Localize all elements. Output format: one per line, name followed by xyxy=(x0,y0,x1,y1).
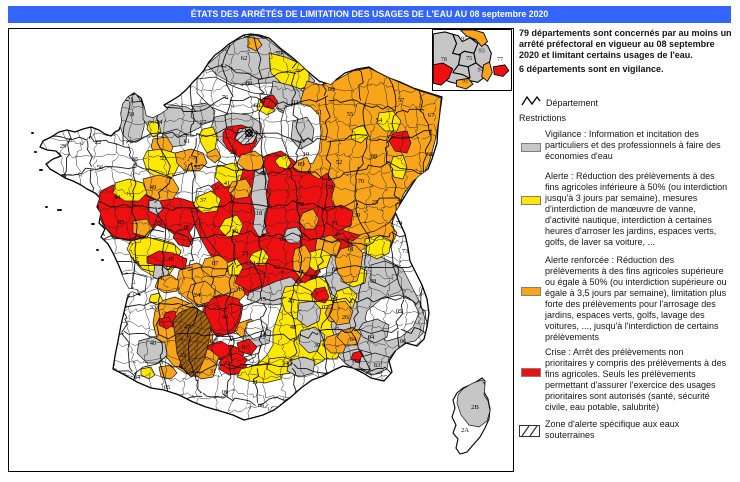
svg-text:11: 11 xyxy=(252,379,258,386)
svg-text:61: 61 xyxy=(184,138,191,145)
svg-text:62: 62 xyxy=(241,55,248,62)
svg-text:91: 91 xyxy=(462,77,468,84)
svg-text:32: 32 xyxy=(180,352,187,359)
svg-text:81: 81 xyxy=(242,344,249,351)
svg-text:10: 10 xyxy=(303,151,310,158)
svg-text:27: 27 xyxy=(200,119,207,126)
svg-text:19: 19 xyxy=(238,286,245,293)
svg-text:82: 82 xyxy=(210,338,217,345)
svg-text:58: 58 xyxy=(298,201,305,208)
svg-text:56: 56 xyxy=(97,164,104,171)
svg-text:54: 54 xyxy=(376,117,383,124)
svg-text:44: 44 xyxy=(114,194,121,201)
svg-text:16: 16 xyxy=(168,256,175,263)
svg-text:86: 86 xyxy=(184,224,191,231)
svg-text:40: 40 xyxy=(150,340,157,347)
svg-text:39: 39 xyxy=(354,212,361,219)
svg-text:49: 49 xyxy=(150,184,157,191)
svg-text:46: 46 xyxy=(222,314,229,321)
svg-text:25: 25 xyxy=(372,199,379,206)
svg-text:04: 04 xyxy=(368,334,375,341)
svg-text:42: 42 xyxy=(310,274,317,281)
svg-text:69: 69 xyxy=(332,266,339,273)
svg-text:72: 72 xyxy=(194,164,201,171)
svg-text:55: 55 xyxy=(347,111,354,118)
svg-text:59: 59 xyxy=(276,50,283,57)
svg-text:87: 87 xyxy=(212,260,219,267)
svg-text:64: 64 xyxy=(134,374,141,381)
svg-text:34: 34 xyxy=(282,360,289,367)
svg-text:85: 85 xyxy=(118,219,125,226)
svg-text:06: 06 xyxy=(400,338,407,345)
svg-text:29: 29 xyxy=(60,143,67,150)
svg-text:36: 36 xyxy=(232,228,239,235)
svg-text:37: 37 xyxy=(200,197,207,204)
svg-text:30: 30 xyxy=(314,342,321,349)
svg-text:77: 77 xyxy=(497,56,503,63)
svg-text:05: 05 xyxy=(396,308,403,315)
svg-text:65: 65 xyxy=(164,384,171,391)
svg-text:17: 17 xyxy=(132,256,139,263)
svg-text:26: 26 xyxy=(342,314,349,321)
svg-text:71: 71 xyxy=(332,220,339,227)
svg-text:41: 41 xyxy=(224,180,231,187)
svg-text:53: 53 xyxy=(160,155,167,162)
svg-text:31: 31 xyxy=(210,368,217,375)
svg-text:80: 80 xyxy=(246,80,253,87)
svg-text:52: 52 xyxy=(336,159,343,166)
svg-text:33: 33 xyxy=(150,304,157,311)
svg-text:51: 51 xyxy=(316,109,323,116)
svg-text:38: 38 xyxy=(370,278,377,285)
svg-text:75: 75 xyxy=(466,55,472,62)
svg-text:12: 12 xyxy=(260,332,267,339)
svg-text:68: 68 xyxy=(427,151,434,158)
svg-text:50: 50 xyxy=(128,111,135,118)
svg-text:22: 22 xyxy=(95,139,102,146)
svg-text:23: 23 xyxy=(242,250,249,257)
svg-text:60: 60 xyxy=(254,102,261,109)
svg-text:09: 09 xyxy=(222,389,229,396)
svg-text:73: 73 xyxy=(402,248,409,255)
svg-text:94: 94 xyxy=(478,67,485,74)
svg-text:2B: 2B xyxy=(471,404,479,411)
svg-text:13: 13 xyxy=(354,358,361,365)
svg-text:24: 24 xyxy=(194,292,201,299)
svg-text:67: 67 xyxy=(428,112,435,119)
svg-text:83: 83 xyxy=(374,362,381,369)
svg-text:93: 93 xyxy=(479,47,485,54)
svg-text:47: 47 xyxy=(184,324,191,331)
svg-text:79: 79 xyxy=(156,220,163,227)
svg-text:57: 57 xyxy=(398,97,405,104)
svg-text:89: 89 xyxy=(298,161,305,168)
svg-text:21: 21 xyxy=(328,184,335,191)
svg-text:35: 35 xyxy=(132,156,139,163)
svg-text:2A: 2A xyxy=(461,427,469,434)
svg-text:63: 63 xyxy=(274,264,281,271)
svg-text:07: 07 xyxy=(322,304,329,311)
svg-text:76: 76 xyxy=(222,94,229,101)
svg-text:15: 15 xyxy=(260,296,267,303)
svg-text:88: 88 xyxy=(371,153,378,160)
svg-text:03: 03 xyxy=(280,236,287,243)
svg-text:70: 70 xyxy=(358,178,365,185)
svg-text:18: 18 xyxy=(256,210,263,217)
svg-text:74: 74 xyxy=(396,220,403,227)
svg-text:48: 48 xyxy=(290,324,297,331)
svg-text:01: 01 xyxy=(348,246,355,253)
svg-text:66: 66 xyxy=(258,402,265,409)
svg-text:08: 08 xyxy=(328,86,335,93)
svg-text:84: 84 xyxy=(350,336,357,343)
svg-text:45: 45 xyxy=(260,170,267,177)
svg-text:02: 02 xyxy=(292,99,299,106)
svg-text:14: 14 xyxy=(156,119,163,126)
svg-text:95: 95 xyxy=(461,36,467,43)
svg-text:78: 78 xyxy=(441,56,447,63)
svg-text:28: 28 xyxy=(230,149,237,156)
svg-text:43: 43 xyxy=(288,298,295,305)
